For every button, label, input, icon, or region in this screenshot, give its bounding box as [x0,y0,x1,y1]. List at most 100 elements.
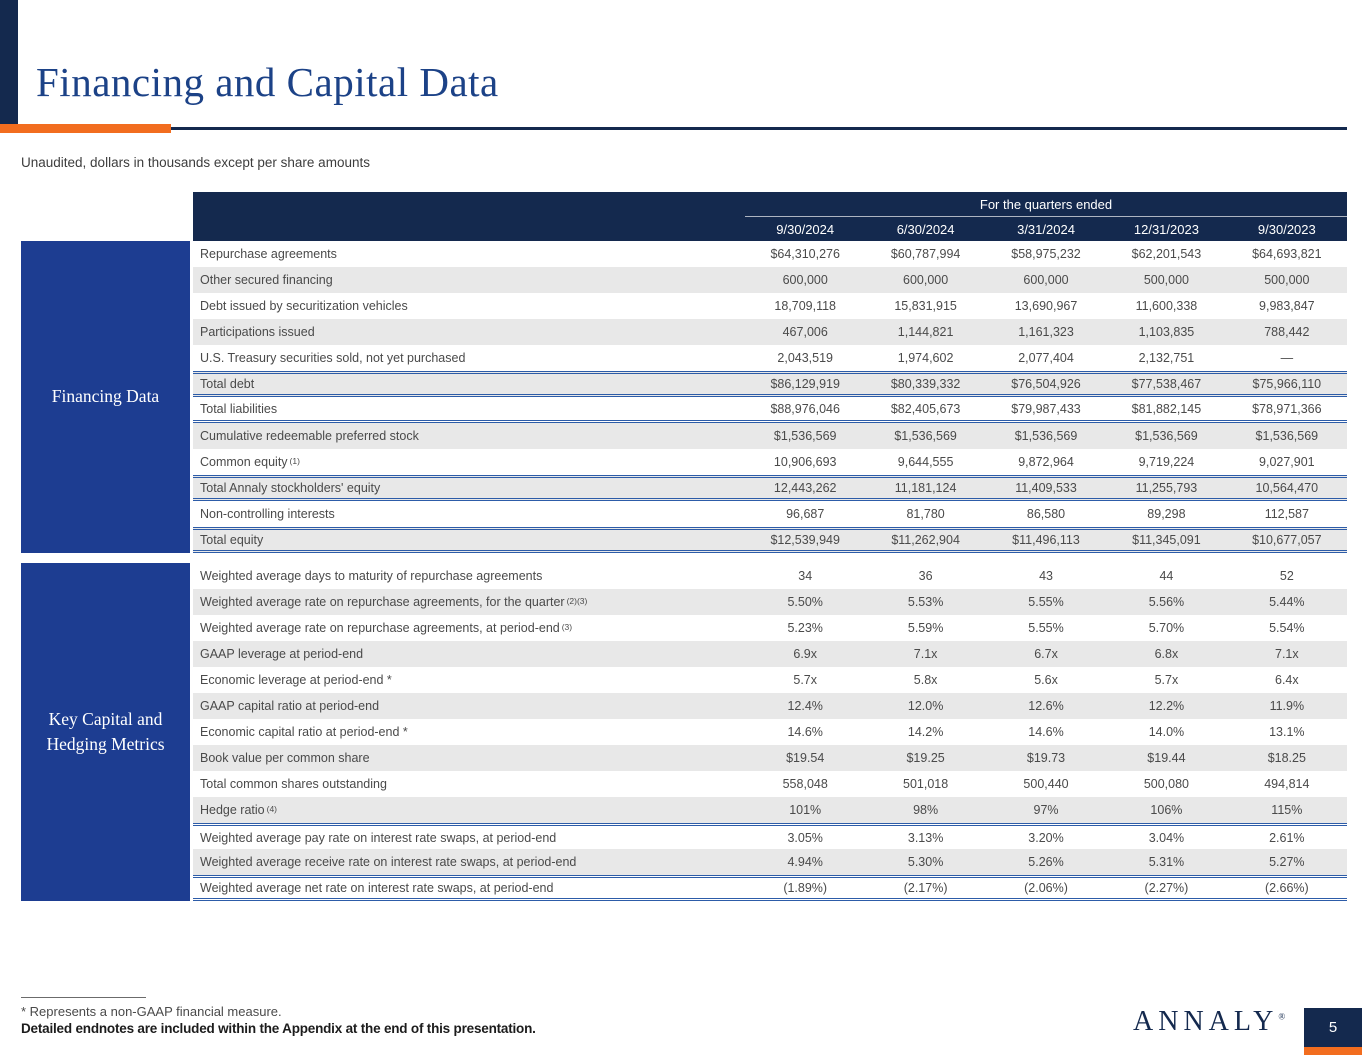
table-row: Total equity $12,539,949 $11,262,904 $11,49… [193,527,1347,553]
row-label: Total debt [193,374,745,394]
registered-mark: ® [1278,1011,1286,1022]
table-row: Non-controlling interests 96,687 81,780 86,… [193,501,1347,527]
row-value: 9,719,224 [1138,455,1195,469]
row-value: 5.7x [793,673,818,687]
row-value: 89,298 [1147,507,1186,521]
row-value: 788,442 [1264,325,1310,339]
row-value: 5.56% [1148,595,1185,609]
row-value: $75,966,110 [1252,377,1322,391]
row-value: 600,000 [782,273,828,287]
row-value: $81,882,145 [1131,401,1202,416]
row-value: 5.53% [907,595,944,609]
table-row: Total liabilities $88,976,046 $82,405,673 $… [193,397,1347,423]
row-value: 5.55% [1028,621,1064,635]
row-value: $62,201,543 [1131,247,1202,261]
row-value: 115% [1271,803,1303,817]
row-label: Weighted average rate on repurchase agre… [193,589,745,615]
row-label: Non-controlling interests [193,501,745,527]
financing-data-rows: Repurchase agreements $64,310,276 $60,787,… [193,241,1347,553]
row-value: 6.9x [793,647,818,661]
row-value: 9,027,901 [1259,455,1315,469]
row-value: 7.1x [1275,647,1299,661]
row-value: 5.8x [913,673,938,687]
row-value: 2.61% [1269,830,1305,845]
row-label-text: Economic capital ratio at period-end * [200,725,408,739]
row-value: 11,255,793 [1135,481,1198,495]
page-number: 5 [1304,1008,1362,1047]
row-value: 5.7x [1154,673,1179,687]
row-value: 36 [918,569,933,583]
row-label: Total Annaly stockholders' equity [193,478,745,498]
row-value: $77,538,467 [1131,377,1202,391]
column-header: 12/31/2023 [1133,221,1199,237]
column-header: 9/30/2023 [1257,221,1316,237]
row-value: 494,814 [1264,777,1310,791]
row-value: $1,536,569 [773,429,837,443]
corner-accent-bar [0,0,18,128]
row-value: 11,409,533 [1015,481,1077,495]
row-value: 501,018 [903,777,949,791]
column-header: 9/30/2024 [776,221,835,237]
row-value: 81,780 [906,507,945,521]
row-value: 600,000 [1023,273,1069,287]
header-spacer [193,217,745,241]
financial-table: For the quarters ended 9/30/2024 6/30/202… [193,192,1347,901]
row-value: 3.05% [787,830,823,845]
row-label: Book value per common share [193,745,745,771]
row-value: 10,906,693 [773,455,837,469]
subtitle: Unaudited, dollars in thousands except p… [21,155,370,170]
row-value: 12.6% [1028,699,1064,713]
row-value: 98% [913,803,939,817]
row-value: 97% [1033,803,1059,817]
row-value: 500,440 [1023,777,1069,791]
row-value: 500,080 [1143,777,1190,791]
row-value: 18,709,118 [774,299,837,313]
row-value: 11.9% [1269,699,1305,713]
row-label: Weighted average rate on repurchase agre… [193,615,745,641]
section-label-financing-data: Financing Data [21,241,190,553]
row-value: 558,048 [782,777,828,791]
row-label-text: Weighted average rate on repurchase agre… [200,621,560,635]
row-label-text: Economic leverage at period-end * [200,673,392,687]
row-value: 6.8x [1154,647,1179,661]
table-row: Participations issued 467,006 1,144,821 1,1… [193,319,1347,345]
column-header: 6/30/2024 [896,221,955,237]
row-value: 12,443,262 [773,481,837,495]
row-label: Repurchase agreements [193,241,745,267]
row-value: (2.06%) [1024,881,1068,895]
row-value: $86,129,919 [770,377,840,391]
row-value: (2.66%) [1264,881,1309,895]
row-value: 12.0% [907,699,944,713]
row-value: $78,971,366 [1252,401,1322,416]
row-value: (2.17%) [903,881,948,895]
table-row: Total debt $86,129,919 $80,339,332 $76,504,… [193,371,1347,397]
row-value: 10,564,470 [1255,481,1319,495]
row-label-text: Weighted average net rate on interest ra… [200,881,554,895]
row-label-text: Cumulative redeemable preferred stock [200,429,419,443]
table-row: Weighted average net rate on interest ra… [193,875,1347,901]
row-value: $19.25 [906,751,945,765]
row-value: 7.1x [913,647,938,661]
footnote-non-gaap: * Represents a non-GAAP financial measur… [21,1004,282,1019]
table-header-dates-band: 9/30/2024 6/30/2024 3/31/2024 12/31/2023 9/3… [193,217,1347,241]
row-label: U.S. Treasury securities sold, not yet p… [193,345,745,371]
row-label-text: Participations issued [200,325,315,339]
row-label: Weighted average receive rate on interes… [193,849,745,875]
row-label: Debt issued by securitization vehicles [193,293,745,319]
row-value: 1,974,602 [897,351,954,365]
row-value: $11,345,091 [1132,533,1201,547]
table-row: Total common shares outstanding 558,048 50… [193,771,1347,797]
row-label: Weighted average pay rate on interest ra… [193,826,745,849]
footnote-reference: (2)(3) [566,596,588,606]
table-row: Debt issued by securitization vehicles 18… [193,293,1347,319]
row-value: 5.50% [787,595,823,609]
row-value: 1,161,323 [1018,325,1074,339]
table-row: Weighted average rate on repurchase agre… [193,615,1347,641]
row-value: $88,976,046 [770,401,840,416]
row-value: $76,504,926 [1011,377,1081,391]
footnote-reference: (1) [289,456,300,466]
row-value: 6.7x [1034,647,1058,661]
table-row: GAAP capital ratio at period-end 12.4% 12.… [193,693,1347,719]
row-value: 14.6% [1028,725,1064,739]
orange-accent-bar [0,124,171,133]
